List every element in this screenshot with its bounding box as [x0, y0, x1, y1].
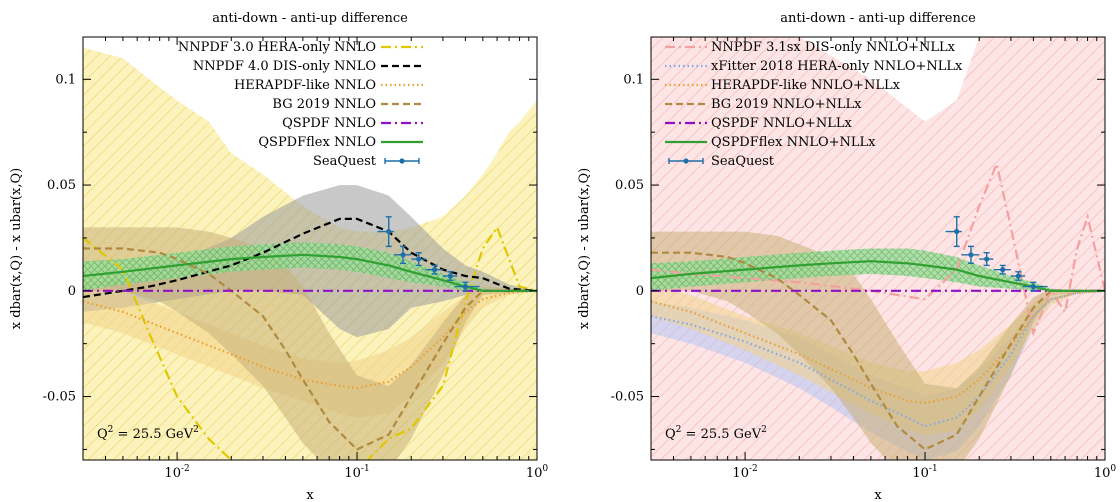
nnpdf-4-0-dis-only-nnlo-line	[83, 217, 537, 299]
legend-entry-qspdf-nnlo: QSPDF NNLO	[282, 116, 423, 131]
qspdfflex-nnlo-nllx-band	[651, 248, 1105, 291]
legend-entry-bg-2019-nnlo-nllx: BG 2019 NNLO+NLLx	[665, 97, 862, 112]
legend-entry-herapdf-like-nnlo: HERAPDF-like NNLO	[234, 78, 423, 93]
herapdf-like-nnlo-line	[83, 289, 537, 390]
legend-label: SeaQuest	[313, 154, 377, 169]
plot-frame	[82, 36, 538, 461]
seaquest-point	[377, 216, 394, 248]
legend-label: HERAPDF-like NNLO	[234, 78, 376, 93]
legend-label: NNPDF 4.0 DIS-only NNLO	[193, 59, 376, 74]
qspdfflex-nnlo-line	[83, 253, 537, 292]
x-axis-label: x	[306, 488, 314, 502]
nnpdf-3-0-hera-only-nnlo-line	[83, 225, 537, 460]
seaquest-point	[945, 216, 962, 248]
x-tick-label: 10-1	[344, 464, 369, 481]
y-tick-label: 0	[636, 284, 644, 299]
seaquest-point	[411, 252, 426, 267]
legend-entry-nnpdf-3-1sx-dis-only-nnlo-nllx: NNPDF 3.1sx DIS-only NNLO+NLLx	[665, 40, 956, 55]
y-tick-label: 0.05	[615, 178, 644, 193]
plot-area	[83, 47, 537, 460]
chart-title: anti-down - anti-up difference	[780, 11, 976, 26]
legend-entry-seaquest: SeaQuest	[313, 154, 420, 169]
x-tick-label: 100	[1094, 464, 1117, 481]
y-tick-label: -0.05	[43, 390, 76, 405]
legend-label: BG 2019 NNLO+NLLx	[711, 97, 862, 112]
legend-label: QSPDFflex NNLO+NLLx	[711, 135, 876, 150]
y-tick-label: -0.05	[611, 390, 644, 405]
y-tick-label: 0	[68, 284, 76, 299]
y-tick-label: 0.05	[47, 178, 76, 193]
x-tick-label: 10-1	[912, 464, 937, 481]
legend-entry-xfitter-2018-hera-only-nnlo-nllx: xFitter 2018 HERA-only NNLO+NLLx	[665, 59, 963, 74]
seaquest-point	[442, 271, 458, 281]
xfitter-2018-hera-only-nnlo-nllx-line	[651, 289, 1105, 428]
q2-annotation: Q2 = 25.5 GeV2	[665, 425, 767, 442]
seaquest-point	[1022, 281, 1048, 292]
seaquest-point	[454, 281, 480, 292]
chart-title: anti-down - anti-up difference	[212, 11, 408, 26]
seaquest-point	[979, 252, 994, 267]
chart-panel-right: 10-2 10-1 100 -0.05 0 0.05 0.1 anti-down - anti…	[577, 11, 1116, 502]
bg-2019-nnlo-nllx-band	[651, 231, 1105, 460]
legend-label: QSPDF NNLO	[282, 116, 376, 131]
seaquest-point	[993, 264, 1011, 275]
legend-label: BG 2019 NNLO	[272, 97, 376, 112]
legend-label: SeaQuest	[711, 154, 775, 169]
legend-label: NNPDF 3.1sx DIS-only NNLO+NLLx	[711, 40, 956, 55]
bg-2019-nnlo-nllx-line	[651, 251, 1105, 451]
y-axis-label: x dbar(x,Q) - x ubar(x,Q)	[9, 168, 24, 329]
x-axis-label: x	[874, 488, 882, 502]
legend-entry-qspdf-nnlo-nllx: QSPDF NNLO+NLLx	[665, 116, 852, 131]
legend-entry-qspdfflex-nnlo: QSPDFflex NNLO	[258, 135, 423, 150]
qspdfflex-nnlo-band	[83, 242, 537, 291]
qspdfflex-nnlo-nllx-line	[651, 260, 1105, 292]
legend-entry-bg-2019-nnlo: BG 2019 NNLO	[272, 97, 423, 112]
legend-entry-seaquest: SeaQuest	[668, 154, 775, 169]
legend-entry-qspdfflex-nnlo-nllx: QSPDFflex NNLO+NLLx	[665, 135, 876, 150]
legend-entry-nnpdf-3-0-hera-only-nnlo: NNPDF 3.0 HERA-only NNLO	[178, 40, 423, 55]
q2-annotation: Q2 = 25.5 GeV2	[97, 425, 199, 442]
bg-2019-nnlo-line	[83, 247, 537, 451]
bg-2019-nnlo-band	[83, 227, 537, 460]
nnpdf-3-1sx-dis-only-nnlo-nllx-line	[651, 160, 1105, 337]
legend-entry-nnpdf-4-0-dis-only-nnlo: NNPDF 4.0 DIS-only NNLO	[193, 59, 423, 74]
chart-panel-left: 10-2 10-1 100 -0.05 0 0.05 0.1 anti-down - anti…	[9, 11, 548, 502]
seaquest-point	[393, 245, 412, 265]
seaquest-point	[425, 264, 443, 275]
y-tick-label: 0.1	[55, 72, 76, 87]
seaquest-point	[1010, 271, 1026, 281]
legend-label: QSPDF NNLO+NLLx	[711, 116, 852, 131]
plot-frame	[650, 36, 1106, 461]
seaquest-point	[961, 245, 980, 265]
plot-area	[651, 37, 1105, 460]
x-tick-label: 100	[526, 464, 549, 481]
x-tick-label: 10-2	[164, 464, 189, 481]
legend-entry-herapdf-like-nnlo-nllx: HERAPDF-like NNLO+NLLx	[665, 78, 901, 93]
x-tick-label: 10-2	[732, 464, 757, 481]
legend-label: HERAPDF-like NNLO+NLLx	[711, 78, 901, 93]
legend-label: xFitter 2018 HERA-only NNLO+NLLx	[711, 59, 963, 74]
y-tick-label: 0.1	[623, 72, 644, 87]
legend-label: NNPDF 3.0 HERA-only NNLO	[178, 40, 376, 55]
herapdf-like-nnlo-nllx-line	[651, 289, 1105, 405]
legend-label: QSPDFflex NNLO	[258, 135, 376, 150]
y-axis-label: x dbar(x,Q) - x ubar(x,Q)	[577, 168, 592, 329]
